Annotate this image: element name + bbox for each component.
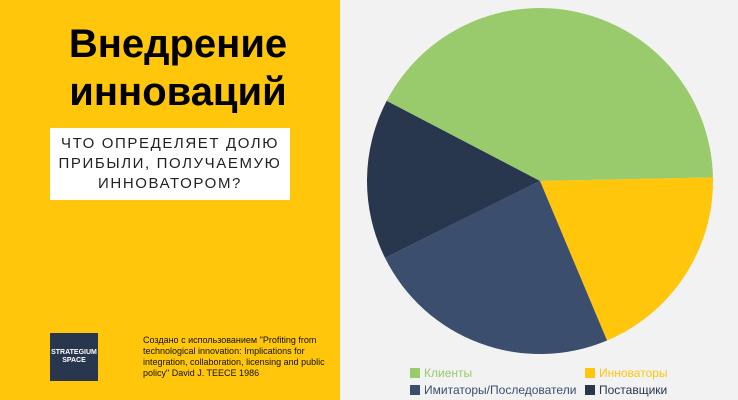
pie-slice [385, 181, 608, 354]
logo: STRATEGIUM SPACE [50, 333, 98, 381]
subtitle: ЧТО ОПРЕДЕЛЯЕТ ДОЛЮ ПРИБЫЛИ, ПОЛУЧАЕМУЮ … [50, 128, 290, 200]
title: Внедрение инноваций [68, 22, 288, 114]
legend-swatch [585, 385, 595, 395]
legend-label: Инноваторы [599, 366, 668, 380]
legend-swatch [410, 368, 420, 378]
pie-slice [540, 177, 713, 341]
legend-swatch [585, 368, 595, 378]
legend-label: Поставщики [599, 383, 667, 397]
pie-slice [367, 100, 540, 258]
legend-swatch [410, 385, 420, 395]
pie-slice [386, 8, 713, 182]
legend-label: Имитаторы/Последователи [424, 383, 576, 397]
credit: Создано с использованием "Profiting from… [143, 335, 325, 378]
legend-label: Клиенты [424, 366, 472, 380]
